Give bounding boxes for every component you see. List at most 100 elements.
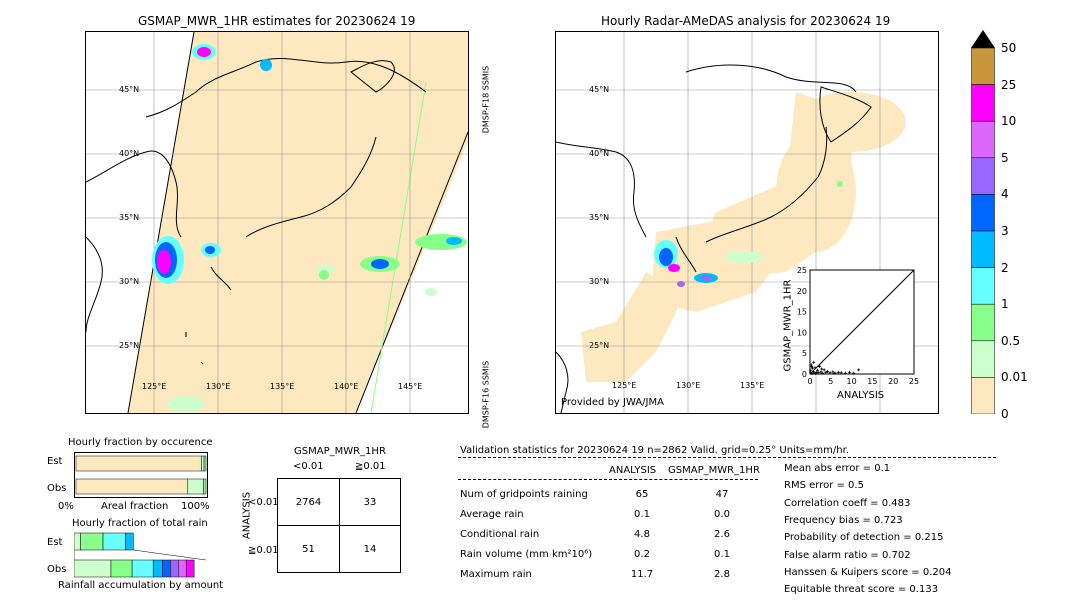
colorbar-segment <box>971 120 995 159</box>
colorbar-tick-label: 50 <box>1001 41 1017 55</box>
fraction-segment <box>185 559 195 578</box>
scatter-ytick: 0 <box>802 370 807 379</box>
right-lat-label-30: 30°N <box>589 277 610 286</box>
validation-score: Equitable threat score = 0.133 <box>784 584 939 596</box>
scatter-plot: 0 5 10 15 20 25 0 5 10 15 20 25 <box>797 266 919 386</box>
contingency-title: GSMAP_MWR_1HR <box>294 446 386 457</box>
scatter-point <box>848 370 852 374</box>
contingency-col-label-1: ≧0.01 <box>355 461 386 472</box>
scatter-point <box>808 368 812 372</box>
colorbar-segment <box>971 84 995 122</box>
contingency-row-label-1: ≧0.01 <box>248 545 279 556</box>
scatter-point <box>852 371 856 375</box>
colorbar-segment <box>971 377 995 415</box>
no-data-region-west <box>86 32 194 413</box>
fraction-segment <box>102 532 126 551</box>
rain-fraction-xlabel: Rainfall accumulation by amount <box>58 580 224 591</box>
scatter-point <box>857 368 861 372</box>
scatter-point <box>822 368 826 372</box>
rain-fraction-bars <box>73 532 207 578</box>
fraction-segment <box>170 559 179 578</box>
scatter-point <box>818 365 822 369</box>
rain-fraction-label-obs: Obs <box>47 564 67 575</box>
right-lat-label-45: 45°N <box>589 85 610 94</box>
fraction-segment <box>152 559 163 578</box>
scatter-point <box>824 370 828 374</box>
scatter-xtick: 0 <box>807 377 812 386</box>
left-map <box>85 31 469 414</box>
left-map-canvas <box>86 32 468 413</box>
colorbar-tick-label: 2 <box>1001 260 1009 275</box>
validation-row-gsmap: 47 <box>715 489 729 500</box>
rain-fraction-label-est: Est <box>47 537 63 548</box>
left-lon-label-140: 140°E <box>334 382 359 391</box>
left-lon-label-130: 130°E <box>206 382 231 391</box>
fraction-segment <box>110 559 133 578</box>
colorbar-tick-label: 4 <box>1001 187 1009 202</box>
right-lon-label-135: 135°E <box>740 381 765 390</box>
contingency-col-label-0: <0.01 <box>293 461 324 472</box>
colorbar-tick-label: 5 <box>1001 150 1009 165</box>
contingency-cell-0-1: 33 <box>363 497 377 508</box>
fraction-segment <box>75 455 202 472</box>
colorbar-extend-arrow <box>971 30 995 48</box>
scatter-point <box>836 370 840 374</box>
contingency-cell-1-1: 14 <box>363 544 377 555</box>
right-lat-label-35: 35°N <box>589 213 610 222</box>
scatter-xtick: 5 <box>828 377 833 386</box>
validation-row-analysis: 0.1 <box>634 509 650 520</box>
scatter-xtick: 15 <box>867 377 877 386</box>
left-lat-label-45: 45°N <box>119 85 140 94</box>
no-data-region-east <box>356 142 468 413</box>
fraction-segment <box>131 559 154 578</box>
scatter-point <box>810 366 814 370</box>
scatter-point <box>810 365 814 369</box>
validation-score: Frequency bias = 0.723 <box>784 514 903 526</box>
validation-row-label: Maximum rain <box>460 569 532 580</box>
colorbar-tick-label: 25 <box>1001 77 1017 92</box>
validation-row-analysis: 4.8 <box>634 529 650 540</box>
scatter-point <box>815 368 819 372</box>
rain-fraction-title: Hourly fraction of total rain <box>72 518 208 529</box>
rain-fraction-chart <box>73 531 208 579</box>
scatter-point <box>813 366 817 370</box>
colorbar-segment <box>971 267 995 305</box>
scatter-point <box>843 371 847 375</box>
fraction-segment <box>203 478 207 495</box>
occurence-x-max: 100% <box>181 501 210 512</box>
scatter-point <box>812 371 816 375</box>
occurence-title: Hourly fraction by occurence <box>68 437 213 448</box>
scatter-ytick: 20 <box>797 287 807 296</box>
fraction-segment <box>75 478 189 495</box>
sensor-label-top: DMSP-F18 SSMIS <box>481 65 491 134</box>
validation-row-gsmap: 0.1 <box>714 549 730 560</box>
validation-score: False alarm ratio = 0.702 <box>784 549 911 561</box>
scatter-ytick: 10 <box>797 328 807 337</box>
scatter-point <box>814 372 818 376</box>
fraction-segment <box>80 532 104 551</box>
left-map-title: GSMAP_MWR_1HR estimates for 20230624 19 <box>138 14 416 28</box>
fraction-segment <box>187 478 204 495</box>
scatter-point <box>825 370 829 374</box>
scatter-diagonal <box>809 269 915 375</box>
validation-row-label: Num of gridpoints raining <box>460 489 588 500</box>
occurence-label-obs: Obs <box>47 483 67 494</box>
validation-row-gsmap: 0.0 <box>714 509 730 520</box>
colorbar-tick-label: 0.01 <box>1001 370 1028 385</box>
scatter-point <box>816 371 820 375</box>
colorbar-segment <box>971 194 995 232</box>
occurence-chart <box>74 452 208 498</box>
left-lat-label-35: 35°N <box>119 213 140 222</box>
contingency-row-label-0: <0.01 <box>248 497 279 508</box>
validation-row-analysis: 0.2 <box>634 549 650 560</box>
colorbar-segment <box>971 340 995 378</box>
validation-row-label: Average rain <box>460 509 524 520</box>
occurence-x-min: 0% <box>58 501 74 512</box>
colorbar-segment <box>971 157 995 195</box>
right-lat-label-40: 40°N <box>589 149 610 158</box>
scatter-point <box>820 371 824 375</box>
right-map-title: Hourly Radar-AMeDAS analysis for 2023062… <box>601 14 891 28</box>
contingency-side-label: ANALYSIS <box>241 491 253 540</box>
left-lat-label-40: 40°N <box>119 149 140 158</box>
colorbar-tick-label: 3 <box>1001 224 1009 238</box>
